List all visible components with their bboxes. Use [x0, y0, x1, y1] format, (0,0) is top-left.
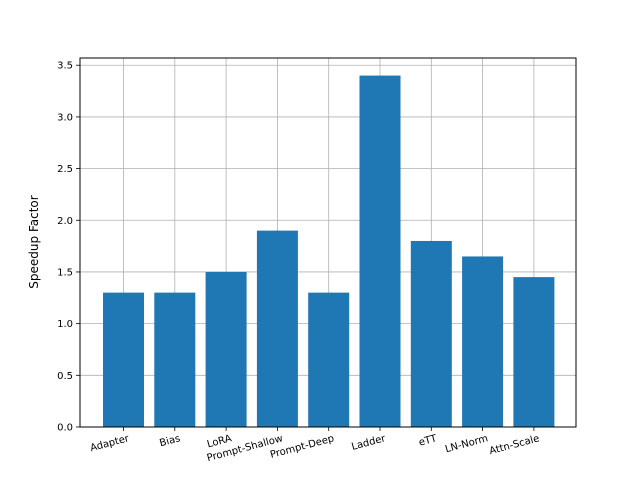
x-tick-label: Bias [158, 433, 181, 449]
bar-lora [205, 271, 247, 427]
y-tick-label: 0.5 [57, 371, 73, 382]
bar-adapter [103, 292, 144, 427]
y-tick-label: 3.0 [57, 112, 73, 123]
y-tick-label: 2.0 [57, 216, 73, 227]
bar-ln-norm [462, 256, 504, 427]
y-tick-label: 1.0 [57, 319, 73, 330]
y-tick-label: 1.5 [57, 267, 73, 278]
y-axis-title: Speedup Factor [27, 195, 41, 288]
bar-bias [154, 292, 196, 427]
bar-attn-scale [513, 277, 555, 427]
bar-prompt-deep [308, 292, 350, 427]
y-tick-label: 0.0 [57, 423, 73, 434]
y-tick-label: 2.5 [57, 164, 73, 175]
bar-ett [410, 240, 452, 427]
y-tick-label: 3.5 [57, 61, 73, 72]
bar-layer [103, 75, 555, 428]
bar-ladder [359, 75, 401, 428]
plot-frame [79, 57, 577, 428]
bar-prompt-shallow [256, 230, 298, 427]
x-tick-label: eTT [418, 433, 439, 449]
